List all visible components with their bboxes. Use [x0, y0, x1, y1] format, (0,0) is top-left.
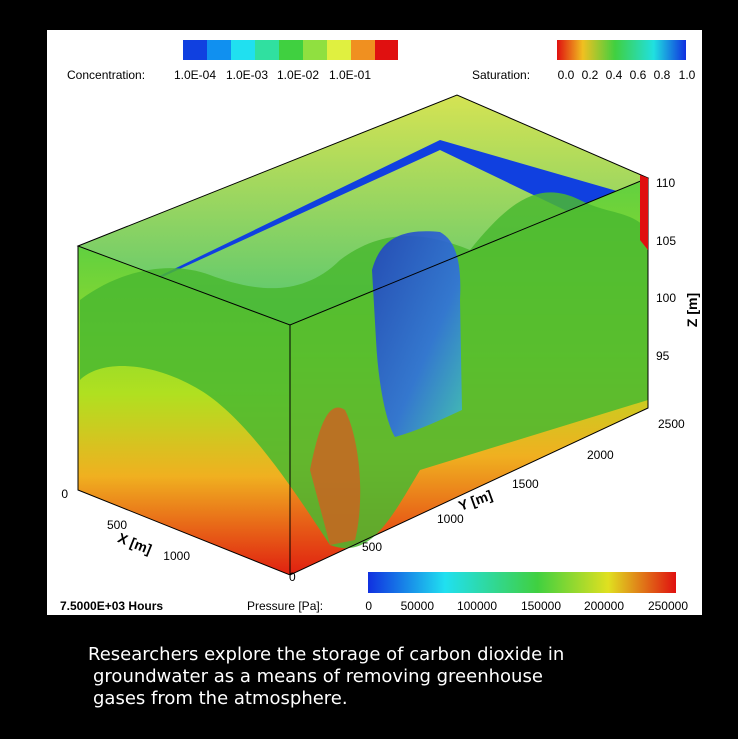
tick-label: 0.2 [582, 68, 599, 82]
tick-label: 1.0E-03 [226, 68, 268, 82]
caption-line: groundwater as a means of removing green… [93, 666, 543, 687]
tick-label: 2500 [658, 417, 685, 431]
time-label: 7.5000E+03 Hours [60, 599, 163, 613]
legend-label: Concentration: [67, 68, 145, 82]
tick-label: 50000 [401, 599, 435, 613]
tick-label: 200000 [584, 599, 624, 613]
tick-label: 0 [365, 599, 372, 613]
tick-label: 150000 [521, 599, 561, 613]
axis-title: Z [m] [684, 293, 700, 327]
tick-label: 105 [656, 234, 676, 248]
tick-label: 0.0 [558, 68, 575, 82]
legend-label: Pressure [Pa]: [247, 599, 323, 613]
tick-label: 0 [61, 487, 68, 501]
concentration-colorbar [183, 40, 398, 60]
legend-label: Saturation: [472, 68, 530, 82]
caption: Researchers explore the storage of carbo… [88, 644, 564, 709]
tick-label: 100 [656, 291, 676, 305]
tick-label: 100000 [457, 599, 497, 613]
tick-label: 1.0E-01 [329, 68, 371, 82]
tick-label: 0.8 [654, 68, 671, 82]
tick-label: 500 [107, 518, 127, 532]
tick-label: 1000 [163, 549, 190, 563]
tick-label: 1.0E-04 [174, 68, 216, 82]
tick-label: 1.0 [679, 68, 696, 82]
tick-label: 110 [656, 176, 675, 190]
page: Concentration: Saturation: Pressure [Pa]… [0, 0, 738, 739]
tick-label: 500 [362, 540, 382, 554]
tick-label: 2000 [587, 448, 614, 462]
tick-label: 250000 [648, 599, 688, 613]
tick-label: 0.4 [606, 68, 623, 82]
tick-label: 0 [289, 570, 296, 584]
saturation-colorbar [557, 40, 686, 60]
tick-label: 1500 [512, 477, 539, 491]
tick-label: 1000 [437, 512, 464, 526]
tick-label: 0.6 [630, 68, 647, 82]
caption-line: Researchers explore the storage of carbo… [88, 644, 564, 665]
tick-label: 1.0E-02 [277, 68, 319, 82]
tick-label: 95 [656, 349, 670, 363]
caption-line: gases from the atmosphere. [93, 688, 348, 709]
pressure-colorbar [368, 572, 676, 593]
